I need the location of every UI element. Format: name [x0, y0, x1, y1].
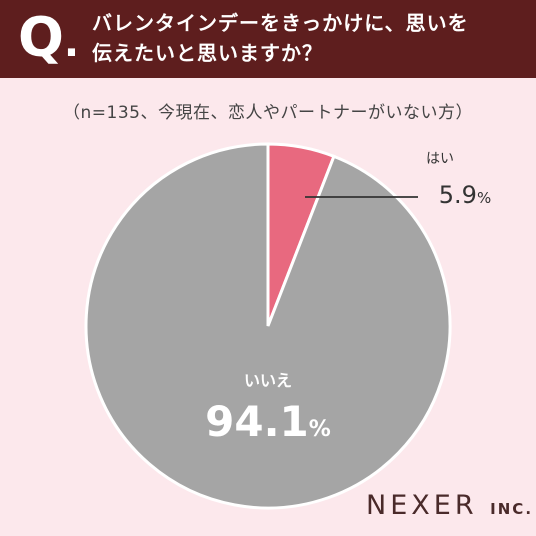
sample-note: （n=135、今現在、恋人やパートナーがいない方）: [63, 103, 473, 123]
question-line-1: バレンタインデーをきっかけに、思いを: [92, 11, 469, 35]
question-text: バレンタインデーをきっかけに、思いを 伝えたいと思いますか？: [92, 8, 522, 68]
question-line-2: 伝えたいと思いますか？: [92, 41, 323, 65]
question-mark-label: Q.: [18, 6, 80, 69]
header-banner: Q. バレンタインデーをきっかけに、思いを 伝えたいと思いますか？: [0, 0, 536, 78]
yes-label: はい: [426, 151, 454, 167]
no-slice: [84, 142, 452, 510]
brand-logo: NEXER INC.: [366, 490, 534, 521]
no-value: 94.1%: [205, 397, 331, 446]
no-label: いいえ: [244, 371, 292, 390]
yes-value: 5.9%: [439, 181, 491, 209]
